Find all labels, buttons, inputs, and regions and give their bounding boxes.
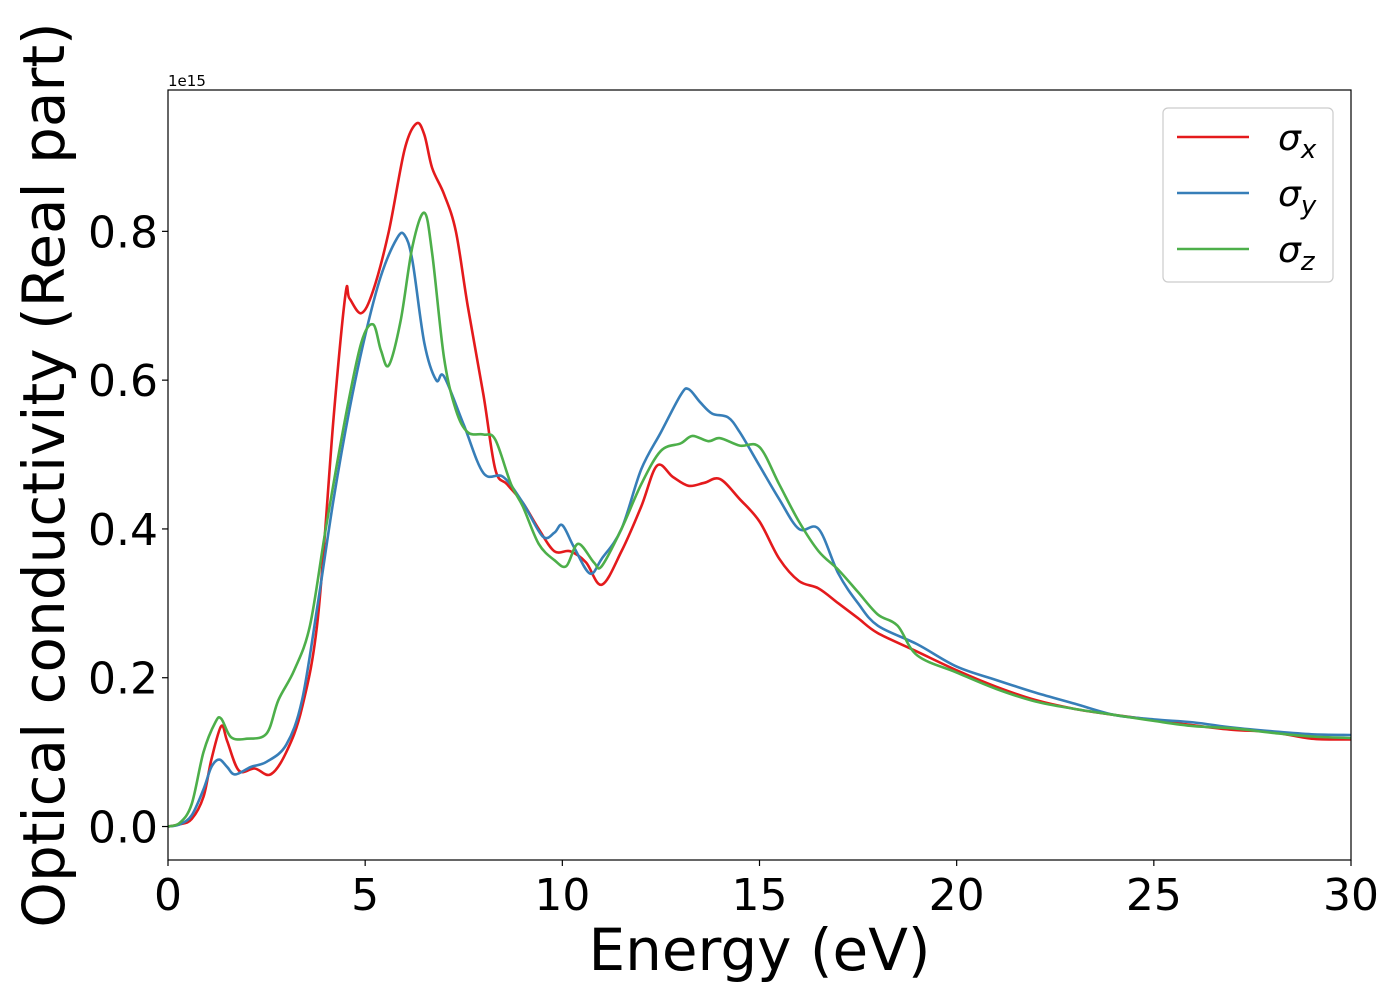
series-line-y xyxy=(168,231,1351,828)
x-axis-label: Energy (eV) xyxy=(588,916,930,984)
x-tick-label: 0 xyxy=(154,870,182,921)
y-axis-label: Optical conductivity (Real part) xyxy=(10,22,78,927)
x-tick-label: 25 xyxy=(1126,870,1182,921)
legend-label-z: σz xyxy=(1278,230,1316,277)
series-line-z xyxy=(168,211,1351,828)
y-tick-label: 0.6 xyxy=(88,356,158,407)
y-tick-label: 0.2 xyxy=(88,654,158,705)
x-tick-label: 20 xyxy=(929,870,985,921)
legend: σx σy σz xyxy=(1162,107,1334,283)
y-tick-label: 0.8 xyxy=(88,207,158,258)
series-layer xyxy=(168,121,1351,828)
plot-area xyxy=(167,89,1352,861)
legend-frame xyxy=(1162,107,1334,283)
x-tick-label: 15 xyxy=(732,870,788,921)
legend-label-x: σx xyxy=(1278,118,1317,165)
legend-label-y: σy xyxy=(1278,174,1317,221)
y-tick-label: 0.4 xyxy=(88,505,158,556)
y-tick-label: 0.0 xyxy=(88,803,158,854)
y-axis-offset-text: 1e15 xyxy=(168,72,206,90)
y-axis-ticks: 0.0 0.2 0.4 0.6 0.8 xyxy=(88,207,168,854)
x-tick-label: 5 xyxy=(351,870,379,921)
x-tick-label: 30 xyxy=(1323,870,1379,921)
x-axis-ticks: 0 5 10 15 20 25 30 xyxy=(154,860,1379,921)
x-tick-label: 10 xyxy=(534,870,590,921)
